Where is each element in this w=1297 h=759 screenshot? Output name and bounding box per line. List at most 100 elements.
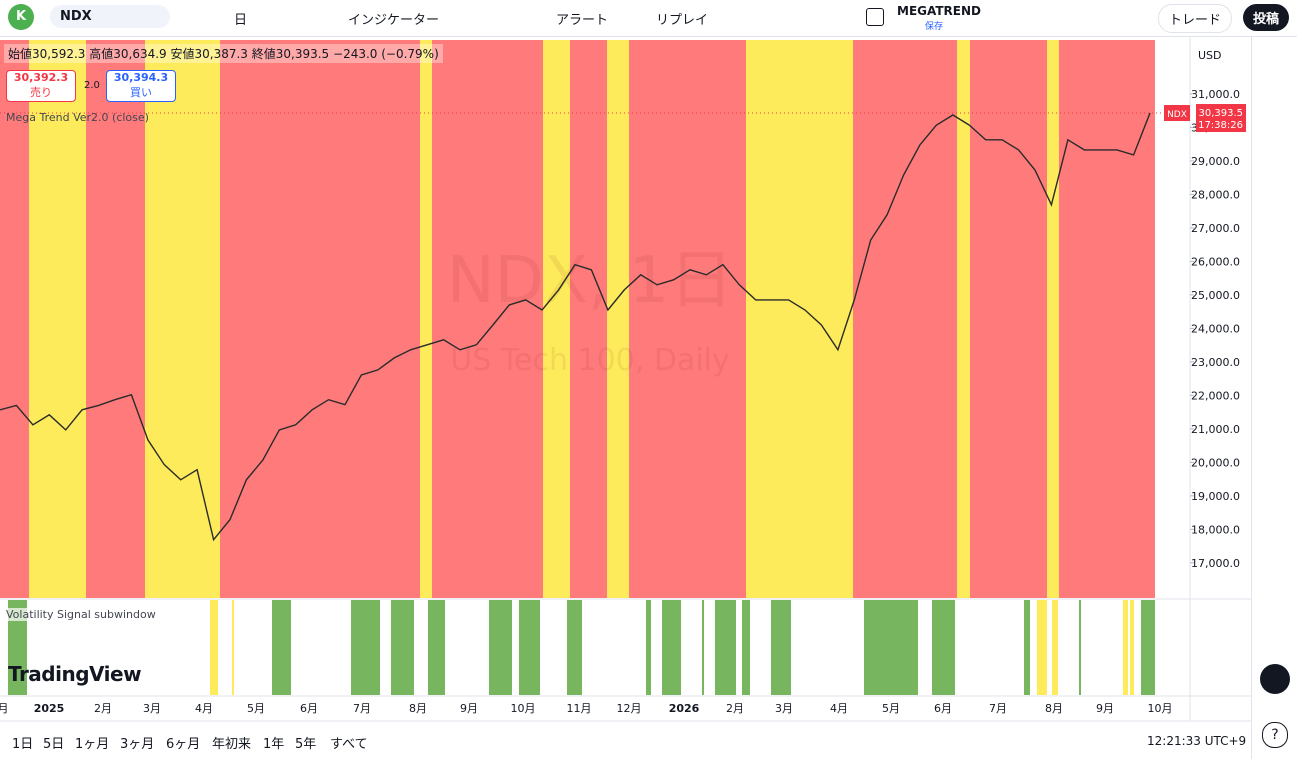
right-sidebar: [1251, 37, 1297, 759]
time-label: 9月: [460, 702, 478, 715]
more-button[interactable]: [1260, 664, 1290, 694]
signal-bar: [1052, 600, 1058, 695]
time-label: 2025: [34, 702, 65, 715]
y-tick-label: 22,000.0: [1191, 389, 1240, 402]
replay-button[interactable]: リプレイ: [656, 13, 709, 28]
signal-bar: [646, 600, 651, 695]
symbol-search[interactable]: NDX: [50, 5, 170, 28]
layout-status: 保存: [925, 22, 944, 32]
trend-band: [746, 40, 853, 598]
time-label: 4月: [830, 702, 848, 715]
trade-button[interactable]: トレード: [1158, 4, 1233, 33]
y-tick-label: 25,000.0: [1191, 289, 1240, 302]
y-tick-label: 20,000.0: [1191, 456, 1240, 469]
y-tick-label: 17,000.0: [1191, 557, 1240, 570]
signal-bar: [1123, 600, 1128, 695]
indicator-legend: Mega Trend Ver2.0 (close): [6, 111, 149, 124]
range-button[interactable]: 年初来: [212, 737, 252, 752]
last-price: 30,393.5: [1198, 108, 1243, 119]
buy-button[interactable]: 30,394.3 買い: [106, 70, 176, 102]
signal-bar: [932, 600, 955, 695]
sell-button[interactable]: 30,392.3 売り: [6, 70, 76, 102]
ohlc-legend: 始値30,592.3 高値30,634.9 安値30,387.3 終値30,39…: [4, 44, 443, 63]
trend-band: [543, 40, 570, 598]
signal-bar: [232, 600, 234, 695]
signal-bar: [519, 600, 540, 695]
range-button[interactable]: 5日: [43, 737, 65, 752]
trend-band: [957, 40, 970, 598]
time-label: 10月: [1148, 702, 1173, 715]
signal-bar: [771, 600, 791, 695]
last-price-tag: [1196, 104, 1246, 133]
time-label: 8月: [409, 702, 427, 715]
chart-area: NDX, 1日 US Tech 100, Daily 17,000.0 18,000.…: [0, 37, 1251, 722]
range-button[interactable]: 1年: [263, 737, 285, 752]
signal-bar: [1024, 600, 1030, 695]
subwindow-label: Volatility Signal subwindow: [6, 608, 156, 621]
range-button[interactable]: 3ヶ月: [120, 737, 155, 752]
trend-band: [420, 40, 432, 598]
sell-label: 売り: [30, 86, 52, 99]
top-toolbar: [0, 0, 1297, 37]
time-label: 8月: [1045, 702, 1063, 715]
countdown: 17:38:26: [1198, 120, 1243, 131]
watermark: NDX, 1日: [447, 244, 733, 318]
trend-band: [1047, 40, 1059, 598]
range-button[interactable]: 6ヶ月: [166, 737, 201, 752]
time-label: 2026: [669, 702, 700, 715]
price-line: [0, 112, 1151, 542]
symbol-tag: [1164, 105, 1190, 122]
buy-price: 30,394.3: [113, 71, 169, 84]
time-label: 3月: [775, 702, 793, 715]
time-label: 5月: [882, 702, 900, 715]
range-button[interactable]: 1日: [12, 737, 34, 752]
y-tick-label: 24,000.0: [1191, 322, 1240, 335]
signal-bar: [391, 600, 414, 695]
y-tick-label: 31,000.0: [1191, 88, 1240, 101]
y-tick-label: 28,000.0: [1191, 188, 1240, 201]
watermark: US Tech 100, Daily: [450, 343, 730, 378]
time-label: 6月: [300, 702, 318, 715]
time-label: 7月: [353, 702, 371, 715]
time-label: 2月: [94, 702, 112, 715]
help-button[interactable]: ?: [1262, 722, 1288, 748]
layout-name[interactable]: MEGATREND: [897, 4, 981, 18]
indicators-button[interactable]: インジケーター: [348, 13, 440, 28]
time-label: 7月: [989, 702, 1007, 715]
range-button[interactable]: すべて: [330, 737, 368, 752]
signal-bar: [489, 600, 512, 695]
currency[interactable]: USD: [1198, 49, 1222, 62]
time-label: 12月: [617, 702, 642, 715]
layout-icon: [866, 8, 884, 26]
range-button[interactable]: 1ヶ月: [75, 737, 110, 752]
y-tick-label: 29,000.0: [1191, 155, 1240, 168]
signal-bar: [715, 600, 736, 695]
interval[interactable]: 日: [234, 13, 248, 28]
sell-price: 30,392.3: [13, 71, 69, 84]
signal-bar: [428, 600, 445, 695]
trend-band: [607, 40, 629, 598]
avatar[interactable]: K: [8, 4, 34, 30]
signal-bar: [742, 600, 750, 695]
signal-bar: [702, 600, 704, 695]
logo: TradingView: [8, 662, 142, 686]
signal-bar: [8, 600, 27, 695]
signal-bar: [864, 600, 918, 695]
buy-label: 買い: [130, 86, 152, 99]
alerts-button[interactable]: アラート: [556, 13, 609, 28]
time-label: 11月: [567, 702, 592, 715]
time-label: 9月: [1096, 702, 1114, 715]
publish-button[interactable]: 投稿: [1243, 4, 1290, 31]
y-tick-label: 26,000.0: [1191, 255, 1240, 268]
range-button[interactable]: 5年: [295, 737, 317, 752]
y-tick-label: 27,000.0: [1191, 222, 1240, 235]
signal-bar: [662, 600, 681, 695]
signal-bar: [1079, 600, 1081, 695]
time-label: 10月: [511, 702, 536, 715]
signal-bar: [272, 600, 291, 695]
symbol-tag-text: NDX: [1167, 110, 1187, 120]
signal-bar: [351, 600, 380, 695]
signal-bar: [567, 600, 582, 695]
trend-band: [29, 40, 86, 598]
y-tick-label: 19,000.0: [1191, 490, 1240, 503]
